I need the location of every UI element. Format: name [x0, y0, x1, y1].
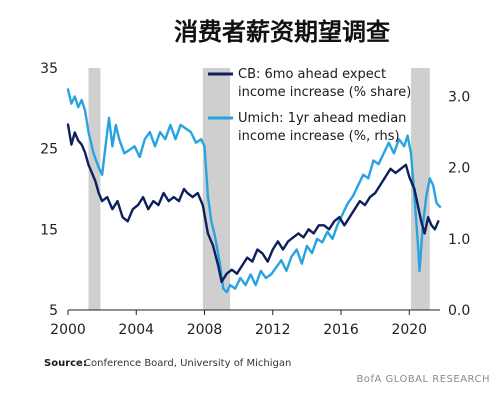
x-axis-ticks: 2000 2004 2008 2012 2016 2020	[50, 310, 427, 338]
chart-title: 消费者薪资期望调查	[174, 17, 390, 46]
x-tick-label: 2008	[187, 322, 223, 338]
legend-umich-line1: Umich: 1yr ahead median	[238, 111, 406, 126]
series-line-left	[66, 123, 440, 283]
right-tick-label: 2.0	[448, 161, 470, 177]
brand-label: BofA GLOBAL RESEARCH	[356, 374, 490, 385]
right-tick-label: 0.0	[448, 303, 470, 319]
right-axis-ticks: 3.0 2.0 1.0 0.0	[448, 89, 470, 319]
left-axis-ticks: 35 25 15 5	[40, 61, 58, 319]
series-line-right	[66, 88, 442, 294]
recession-band-0	[88, 68, 101, 310]
series-lines	[66, 88, 442, 294]
x-tick-label: 2004	[118, 322, 154, 338]
left-tick-label: 25	[40, 142, 58, 158]
left-tick-label: 15	[40, 222, 58, 238]
legend-cb-line2: income increase (% share)	[238, 85, 411, 100]
left-tick-label: 35	[40, 61, 58, 77]
recession-band-2	[410, 68, 430, 310]
legend-umich-line2: income increase (%, rhs)	[238, 129, 400, 144]
source-text: Conference Board, University of Michigan	[84, 358, 291, 369]
right-tick-label: 1.0	[448, 232, 470, 248]
left-tick-label: 5	[49, 303, 58, 319]
x-tick-label: 2012	[255, 322, 291, 338]
legend-cb-line1: CB: 6mo ahead expect	[238, 67, 386, 82]
x-tick-label: 2000	[50, 322, 86, 338]
x-tick-label: 2020	[391, 322, 427, 338]
x-tick-label: 2016	[323, 322, 359, 338]
legend: CB: 6mo ahead expect income increase (% …	[208, 67, 411, 144]
right-tick-label: 3.0	[448, 89, 470, 105]
source-label: Source:	[44, 358, 87, 369]
